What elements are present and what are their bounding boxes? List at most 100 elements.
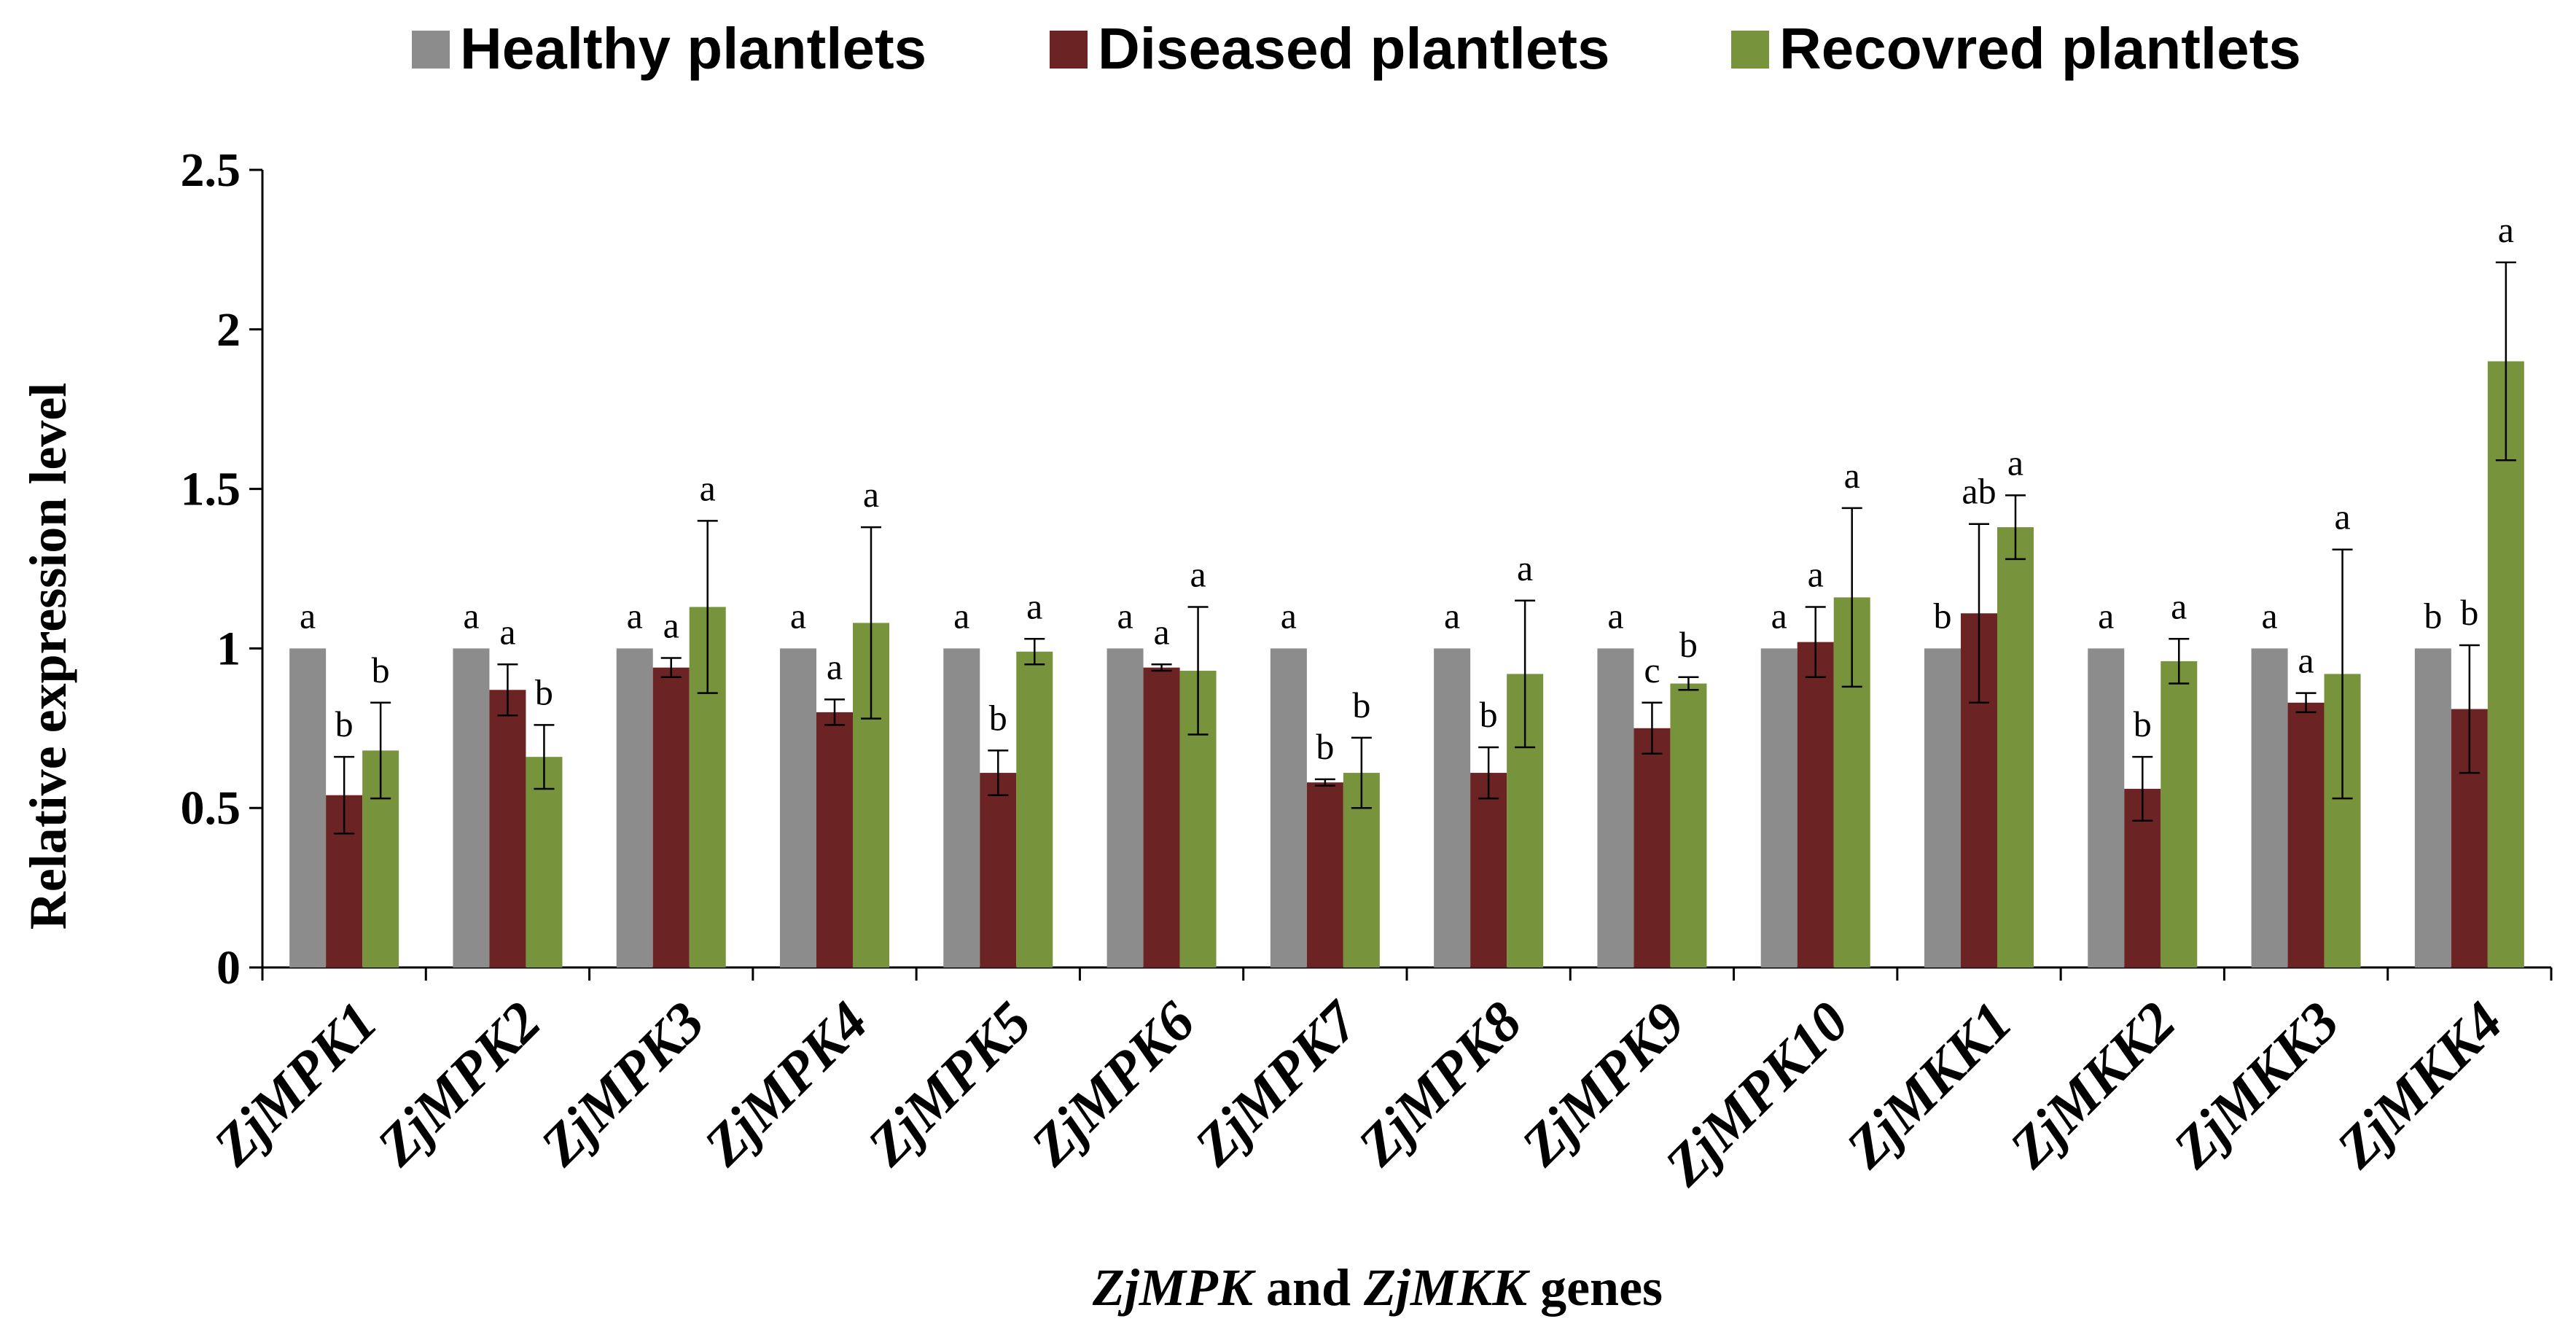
significance-letter: a [300,595,316,636]
bar [1760,648,1798,967]
significance-letter: a [627,595,643,636]
significance-letter: b [2424,595,2442,636]
significance-letter: a [863,474,879,515]
significance-letter: b [372,650,390,690]
y-axis-label: Relative expression level [19,383,77,930]
significance-letter: a [1190,554,1206,595]
bar [1924,648,1961,967]
bar [980,773,1017,967]
significance-letter: b [1934,595,1952,636]
significance-letter: b [535,671,553,712]
x-category-label: ZjMPK2 [364,989,553,1177]
significance-letter: a [1026,585,1042,626]
bar [2487,361,2524,967]
significance-letter: ab [1962,471,1996,512]
y-axis: 0 0.5 1 1.5 2 2.5 [181,144,264,994]
y-tick-label: 0.5 [181,782,241,835]
legend: Healthy plantlets Diseased plantlets Recov… [412,16,2301,81]
legend-swatch [412,31,450,69]
significance-letter: b [335,704,354,744]
x-category-label: ZjMPK7 [1182,988,1371,1177]
bar [1306,782,1343,967]
bar [1143,667,1180,967]
x-category-label: ZjMPK1 [200,989,389,1177]
significance-letter: a [1153,611,1169,652]
bar [289,648,327,967]
error-bars [334,261,2516,835]
x-category-label: ZjMPK8 [1345,989,1533,1177]
bar [1797,642,1834,967]
y-tick-label: 0 [216,941,241,994]
significance-letter: a [499,611,515,652]
significance-letter: a [2298,640,2314,681]
bar [1106,648,1144,967]
bar [652,667,690,967]
significance-letter: a [790,595,806,636]
bar [2414,648,2451,967]
significance-letter: a [463,595,479,636]
y-tick-label: 1.5 [181,463,241,516]
significance-letter: a [2098,595,2114,636]
significance-letter: a [2498,209,2514,250]
significance-letter: a [1444,595,1460,636]
significance-letter: a [700,467,716,508]
x-category-label: ZjMKK3 [2161,989,2351,1180]
x-axis-label-part: and [1253,1258,1364,1317]
significance-letter: a [2261,595,2277,636]
significance-letter: a [1808,554,1824,595]
bar [1470,773,1507,967]
significance-letter: a [1607,595,1623,636]
x-axis-label-part: ZjMKK [1363,1258,1531,1317]
bar [2088,648,2125,967]
bar [2251,648,2288,967]
bar [943,648,980,967]
significance-letter: a [2007,442,2023,483]
significance-letter: b [2460,592,2478,633]
bar [1634,728,1671,967]
significance-letter: b [2134,704,2152,744]
x-category-label: ZjMKK1 [1833,989,2023,1180]
bar [1597,648,1634,967]
bar [780,648,816,967]
legend-swatch [1731,31,1769,69]
significance-letter: a [1281,595,1297,636]
legend-swatch [1050,31,1088,69]
significance-letter: a [827,646,843,687]
legend-label: Diseased plantlets [1098,16,1610,81]
bar [1670,683,1707,967]
bar [1016,651,1053,967]
significance-letter: b [989,697,1007,738]
significance-letter: a [2171,585,2187,626]
x-axis-label: ZjMPK and ZjMKK genes [1092,1258,1663,1317]
significance-letter: b [1352,685,1370,725]
bar [453,648,490,967]
y-tick-label: 2 [216,303,241,357]
y-tick-label: 2.5 [181,144,241,197]
bar [489,690,526,967]
legend-label: Healthy plantlets [460,16,926,81]
x-category-label: ZjMPK3 [528,989,716,1177]
x-category-label: ZjMKK2 [1997,989,2187,1180]
x-axis-label-part: genes [1527,1258,1663,1317]
significance-letter: a [1117,595,1133,636]
significance-letter: c [1644,650,1660,690]
significance-letter: a [1517,548,1533,588]
significance-letter: b [1480,694,1498,735]
bar [1270,648,1307,967]
bar [2161,661,2198,967]
bar [616,648,653,967]
significance-letter: a [953,595,969,636]
bar [816,712,853,967]
x-axis-label-part: ZjMPK [1092,1258,1257,1317]
bar [526,757,563,967]
significance-letter: a [1844,455,1860,496]
bar [2287,702,2325,967]
x-category-label: ZjMPK6 [1018,989,1206,1177]
significance-letter: a [1771,595,1787,636]
x-category-label: ZjMKK4 [2324,989,2514,1180]
significance-letter: a [2334,496,2350,537]
x-axis: ZjMPK1ZjMPK2ZjMPK3ZjMPK4ZjMPK5ZjMPK6ZjMP… [200,966,2553,1198]
y-tick-label: 1 [216,622,241,675]
